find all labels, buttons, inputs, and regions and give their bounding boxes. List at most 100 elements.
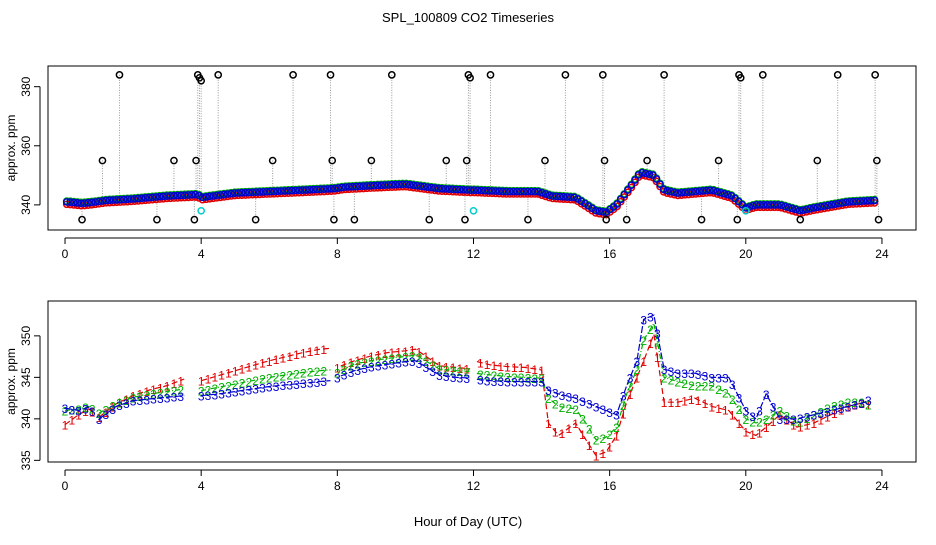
series-2-marker: 2: [661, 371, 668, 385]
spike-point: [873, 156, 881, 165]
scatter-point-3: [802, 205, 811, 214]
scatter-point-3: [795, 206, 804, 215]
series-3-marker: 3: [239, 384, 246, 398]
series-2-marker: 2: [422, 355, 429, 369]
scatter-point-3: [699, 187, 707, 195]
scatter-point-3: [616, 195, 625, 204]
scatter-point-3: [867, 196, 875, 205]
series-2-marker: 2: [300, 366, 307, 380]
series-1-marker: 1: [647, 337, 654, 351]
scatter-point-3: [345, 183, 353, 191]
series-3-marker: 3: [565, 390, 572, 404]
scatter-point-3: [666, 187, 675, 196]
series-1-marker: 1: [375, 348, 382, 362]
scatter-point-3: [77, 199, 85, 208]
series-3-marker: 3: [640, 313, 647, 327]
scatter-point-3: [338, 183, 346, 192]
scatter-point-3: [827, 200, 836, 209]
series-2-marker: 2: [314, 365, 321, 379]
series-3-marker: 3: [103, 408, 110, 422]
series-1-marker: 1: [198, 375, 205, 389]
series-3-marker: 3: [334, 371, 341, 385]
spike-point: [367, 156, 376, 165]
scatter-point-3: [166, 192, 175, 200]
series-2-marker: 2: [416, 351, 423, 365]
scatter-point-3: [759, 201, 768, 209]
spike-point: [153, 215, 161, 224]
y-tick-label: 340: [19, 409, 33, 429]
series-1-marker: 1: [497, 360, 504, 374]
scatter-point-3: [674, 189, 682, 197]
series-3-marker: 3: [531, 376, 538, 390]
scatter-point-3: [791, 205, 800, 214]
series-2-marker: 2: [668, 373, 675, 387]
scatter-point-3: [859, 197, 868, 205]
spike-point: [462, 156, 471, 165]
series-2-marker: 2: [259, 373, 266, 387]
series-3-marker: 3: [123, 397, 130, 411]
scatter-point-3: [245, 188, 253, 197]
scatter-point-3: [180, 191, 189, 200]
x-tick-label: 4: [198, 479, 205, 493]
scatter-point-3: [756, 201, 764, 209]
series-2-marker: 2: [620, 399, 627, 413]
scatter-point-3: [556, 192, 564, 201]
series-1-marker: 1: [82, 405, 89, 419]
series-1-marker: 1: [252, 359, 259, 373]
scatter-point-3: [316, 185, 325, 194]
scatter-point-3: [273, 187, 282, 196]
scatter-point-3: [473, 186, 482, 195]
scatter-point-3: [527, 187, 536, 196]
series-1-marker: 1: [62, 419, 69, 433]
series-1-marker: 1: [749, 428, 756, 442]
scatter-point-3: [506, 187, 514, 196]
panel-1-axes: 0 4 8 12 16 20 24 340 360 380 approx. ppm: [4, 65, 917, 261]
series-2-marker: 2: [722, 386, 729, 400]
series-2-marker: 2: [736, 403, 743, 417]
scatter-point-3: [741, 203, 750, 212]
scatter-point-3: [463, 186, 471, 194]
series-1-marker: 1: [865, 398, 872, 412]
series-3-marker: 3: [545, 384, 552, 398]
series-2-marker: 2: [477, 368, 484, 382]
x-axis-label: Hour of Day (UTC): [413, 514, 523, 529]
series-2-marker: 2: [157, 386, 164, 400]
scatter-point-3: [145, 193, 153, 202]
series-1-marker: 1: [491, 359, 498, 373]
series-1-marker: 1: [776, 409, 783, 423]
series-3-marker: 3: [654, 327, 661, 341]
series-1-marker: 1: [245, 361, 252, 375]
series-3-marker: 3: [137, 394, 144, 408]
scatter-point-3: [230, 189, 239, 197]
x-tick-label: 16: [603, 479, 617, 493]
scatter-point-3: [313, 185, 321, 194]
series-1-marker: 1: [75, 409, 82, 423]
series-2-marker: 2: [354, 357, 361, 371]
series-3-marker: 3: [416, 357, 423, 371]
scatter-point-3: [684, 188, 693, 196]
series-1-marker: 1: [225, 367, 232, 381]
series-2-marker: 2: [640, 334, 647, 348]
series-3-marker: 3: [749, 410, 756, 424]
scatter-point-3: [309, 185, 318, 194]
scatter-point-3: [720, 189, 729, 198]
scatter-point-3: [548, 192, 557, 200]
spike-point: [643, 156, 651, 165]
series-3-marker: 3: [668, 365, 675, 379]
series-1-marker: 1: [409, 344, 416, 358]
series-1-marker: 1: [552, 425, 559, 439]
spike-point: [461, 215, 469, 224]
series-3-marker: 3: [681, 367, 688, 381]
scatter-point-3: [702, 186, 711, 195]
scatter-point-3: [541, 190, 550, 198]
scatter-point-3: [91, 198, 100, 206]
spike-point: [214, 71, 223, 79]
scatter-point-3: [198, 193, 207, 202]
series-1-marker: 1: [736, 417, 743, 431]
panel-1-data: [62, 71, 883, 224]
series-3-marker: 3: [266, 380, 273, 394]
series-3-marker: 3: [606, 406, 613, 420]
series-1-marker: 1: [436, 360, 443, 374]
series-2-marker: 2: [702, 380, 709, 394]
scatter-point-3: [641, 169, 650, 178]
